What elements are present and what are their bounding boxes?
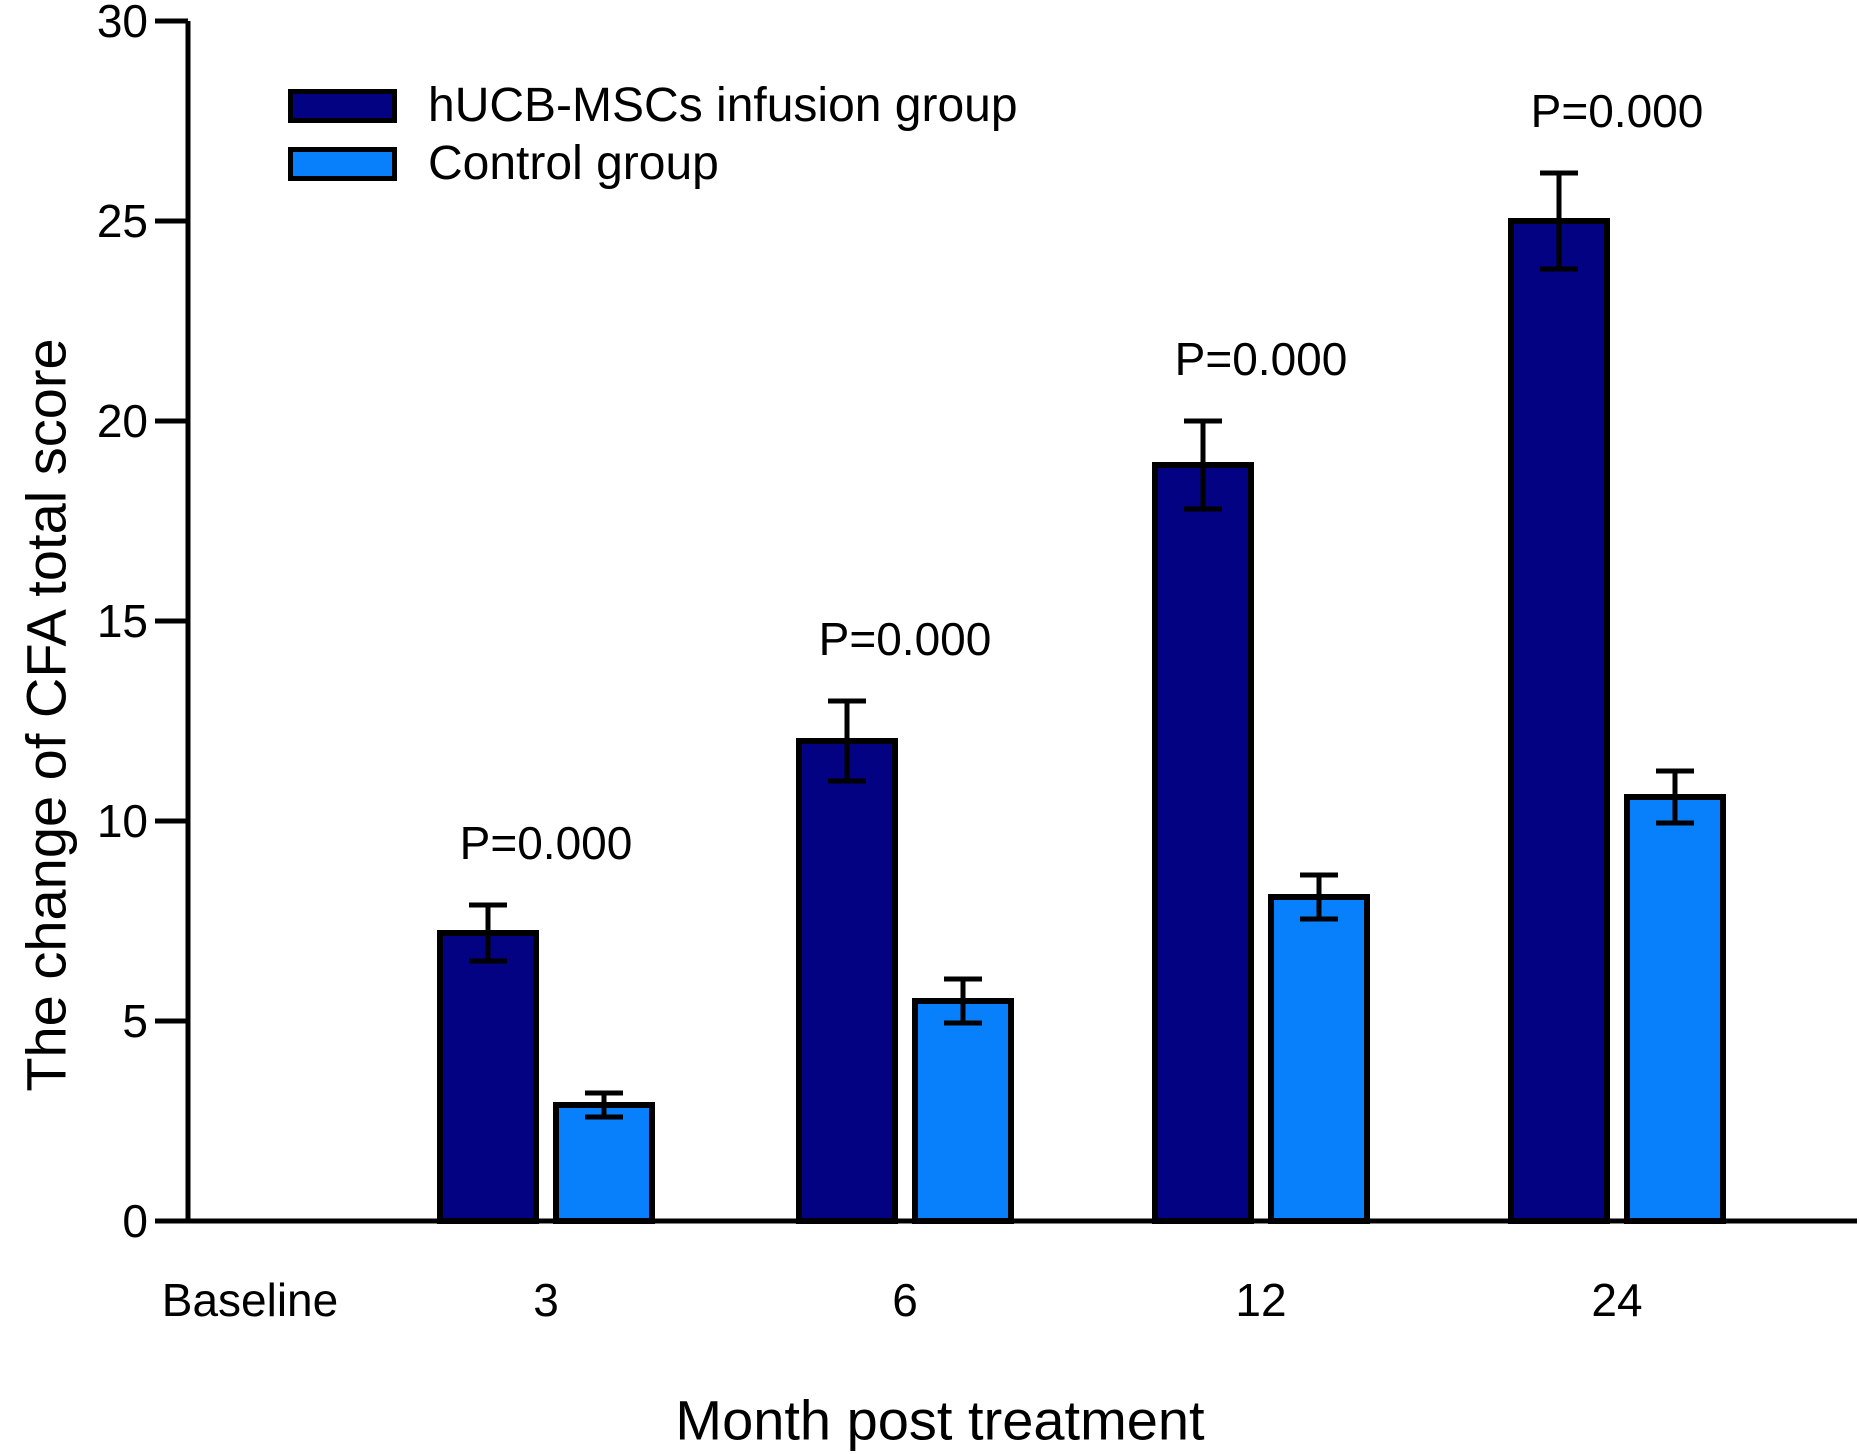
p-value-label-24: P=0.000 — [1531, 85, 1704, 137]
y-tick-label-10: 10 — [97, 795, 148, 847]
y-tick-label-0: 0 — [122, 1195, 148, 1247]
y-tick-label-5: 5 — [122, 995, 148, 1047]
y-axis-title: The change of CFA total score — [14, 338, 78, 1092]
bar-control-12 — [1268, 894, 1370, 1224]
legend-item-control: Control group — [288, 140, 719, 188]
bar-hucb-3 — [437, 930, 539, 1224]
x-category-label-24: 24 — [1591, 1274, 1642, 1326]
x-axis-title: Month post treatment — [675, 1388, 1205, 1452]
bar-hucb-12 — [1152, 462, 1254, 1224]
bar-hucb-6 — [796, 738, 898, 1224]
legend-swatch-control-icon — [288, 147, 397, 181]
p-value-label-6: P=0.000 — [819, 613, 992, 665]
y-tick-label-15: 15 — [97, 595, 148, 647]
legend-swatch-hucb-icon — [288, 89, 397, 123]
p-value-label-12: P=0.000 — [1175, 333, 1348, 385]
legend-item-hucb: hUCB-MSCs infusion group — [288, 82, 1018, 130]
x-category-label-6: 6 — [892, 1274, 918, 1326]
x-category-label-Baseline: Baseline — [162, 1274, 338, 1326]
x-category-label-3: 3 — [533, 1274, 559, 1326]
bar-control-6 — [912, 998, 1014, 1224]
legend-label-hucb: hUCB-MSCs infusion group — [428, 79, 1018, 132]
legend-label-control: Control group — [428, 137, 719, 190]
p-value-label-3: P=0.000 — [460, 817, 633, 869]
bar-control-24 — [1624, 794, 1726, 1224]
y-tick-label-25: 25 — [97, 195, 148, 247]
bar-control-3 — [553, 1102, 655, 1224]
x-category-label-12: 12 — [1235, 1274, 1286, 1326]
bar-hucb-24 — [1508, 218, 1610, 1224]
y-tick-label-30: 30 — [97, 0, 148, 47]
y-tick-label-20: 20 — [97, 395, 148, 447]
